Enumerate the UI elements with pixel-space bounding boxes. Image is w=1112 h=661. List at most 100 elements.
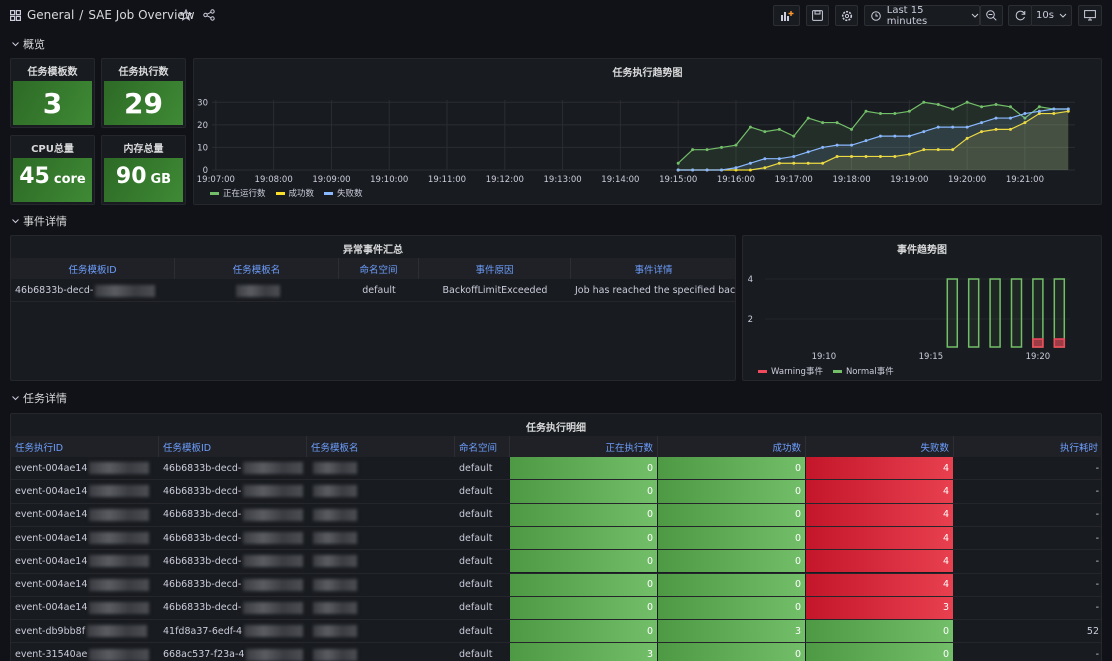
cell-text: event-db9bb8f	[15, 625, 86, 637]
apps-icon[interactable]	[10, 10, 21, 21]
redacted	[243, 601, 303, 614]
cell-text: -	[1095, 509, 1099, 521]
legend-item[interactable]: 正在运行数	[210, 187, 266, 199]
column-header[interactable]: 任务模板ID	[159, 436, 307, 457]
cell-text: 46b6833b-decd-	[163, 485, 242, 497]
column-header[interactable]: 任务模板名	[307, 436, 455, 457]
table-cell: 4	[806, 550, 954, 573]
table-cell	[307, 574, 455, 596]
table-cell: 46b6833b-decd-	[159, 527, 307, 549]
panel-title[interactable]: CPU总量	[31, 144, 74, 155]
legend-label: Warning事件	[771, 367, 823, 377]
column-header[interactable]: 成功数	[658, 436, 806, 457]
table-cell: 668ac537-f23a-4	[159, 643, 307, 661]
column-header[interactable]: 事件详情	[571, 258, 735, 279]
cell-text: 0	[646, 625, 653, 637]
time-picker[interactable]: Last 15 minutes	[864, 4, 980, 27]
cell-text: default	[459, 485, 493, 497]
table-cell: 3	[658, 620, 806, 643]
panel-title[interactable]: 任务执行明细	[526, 423, 586, 434]
table-cell: default	[339, 280, 419, 301]
column-header[interactable]: 任务模板名	[175, 258, 339, 279]
stat-value: 3	[42, 87, 63, 120]
row-title: 事件详情	[23, 215, 67, 228]
panel-title[interactable]: 任务模板数	[27, 67, 78, 78]
cell-text: 52	[1086, 625, 1099, 637]
stat-value-box: 90 GB	[104, 158, 183, 202]
cell-text: 0	[646, 602, 653, 614]
zoom-out-button[interactable]	[980, 5, 1003, 26]
legend-item[interactable]: Warning事件	[758, 365, 823, 377]
refresh-button[interactable]	[1008, 5, 1032, 26]
row-header[interactable]: 任务详情	[12, 390, 67, 406]
panel-title[interactable]: 任务执行趋势图	[612, 68, 683, 79]
table-cell: 0	[658, 596, 806, 620]
legend-item[interactable]: 失败数	[324, 187, 363, 199]
add-panel-button[interactable]	[773, 5, 800, 26]
legend-item[interactable]: 成功数	[275, 187, 314, 199]
redacted	[243, 508, 303, 521]
time-range: Last 15 minutes	[886, 4, 928, 27]
panel-title[interactable]: 异常事件汇总	[343, 245, 403, 256]
table-cell: 46b6833b-decd-	[159, 457, 307, 479]
row-divider	[11, 479, 1101, 481]
row-divider	[11, 595, 1101, 597]
table-cell	[307, 480, 455, 502]
redacted	[243, 462, 303, 475]
dashboard-title[interactable]: SAE Job Overview	[88, 8, 195, 22]
redacted	[89, 508, 150, 521]
refresh-interval-picker[interactable]: 10s	[1031, 5, 1072, 26]
star-button[interactable]	[180, 9, 192, 21]
table-cell: 0	[510, 550, 658, 573]
cell-text: event-004ae14	[15, 579, 88, 591]
column-header[interactable]: 任务模板ID	[11, 258, 175, 279]
cell-text: 0	[794, 532, 801, 544]
redacted	[89, 532, 150, 545]
trend-panel: 任务执行趋势图 正在运行数 成功数 失败数	[193, 58, 1102, 205]
redacted	[243, 555, 303, 568]
cell-text: 46b6833b-decd-	[15, 285, 94, 296]
event-trend-panel: 事件趋势图 Warning事件 Normal事件	[742, 235, 1102, 381]
cell-text: 46b6833b-decd-	[163, 532, 242, 544]
cell-text: default	[459, 602, 493, 614]
table-cell: -	[954, 457, 1101, 479]
row-divider	[11, 619, 1101, 621]
top-bar: General / SAE Job Overview Last 15 minut…	[0, 0, 1112, 32]
settings-button[interactable]	[835, 5, 858, 26]
stat-panel: 任务执行数 29	[101, 58, 186, 128]
save-button[interactable]	[806, 5, 829, 26]
cell-text: -	[1095, 602, 1099, 614]
column-header[interactable]: 命名空间	[339, 258, 419, 279]
table-cell: default	[455, 574, 510, 596]
redacted	[243, 532, 303, 545]
table-cell: 46b6833b-decd-	[159, 574, 307, 596]
table-cell: 46b6833b-decd-	[159, 504, 307, 526]
table-cell	[307, 597, 455, 619]
share-button[interactable]	[203, 9, 215, 21]
legend-item[interactable]: Normal事件	[832, 365, 894, 377]
cell-text: event-004ae14	[15, 555, 88, 567]
panel-title[interactable]: 任务执行数	[118, 67, 169, 78]
column-header[interactable]: 失败数	[806, 436, 954, 457]
cell-text: 46b6833b-decd-	[163, 509, 242, 521]
legend-swatch	[275, 191, 285, 195]
column-header[interactable]: 正在执行数	[510, 436, 658, 457]
cell-text: event-004ae14	[15, 462, 88, 474]
column-header[interactable]: 执行耗时	[954, 436, 1101, 457]
tv-mode-button[interactable]	[1078, 5, 1102, 26]
row-header[interactable]: 概览	[12, 36, 45, 52]
panel-title[interactable]: 事件趋势图	[897, 245, 947, 256]
cell-text: -	[1095, 649, 1099, 661]
redacted	[313, 625, 357, 638]
panel-title[interactable]: 内存总量	[123, 144, 164, 155]
table-cell: event-004ae14	[11, 480, 159, 502]
column-header[interactable]: 命名空间	[455, 436, 510, 457]
row-header[interactable]: 事件详情	[12, 213, 67, 229]
redacted	[313, 532, 357, 545]
cell-text: -	[1095, 579, 1099, 591]
breadcrumb-folder[interactable]: General	[27, 8, 75, 22]
cell-text: 0	[646, 509, 653, 521]
column-header[interactable]: 事件原因	[419, 258, 571, 279]
column-header[interactable]: 任务执行ID	[11, 436, 159, 457]
